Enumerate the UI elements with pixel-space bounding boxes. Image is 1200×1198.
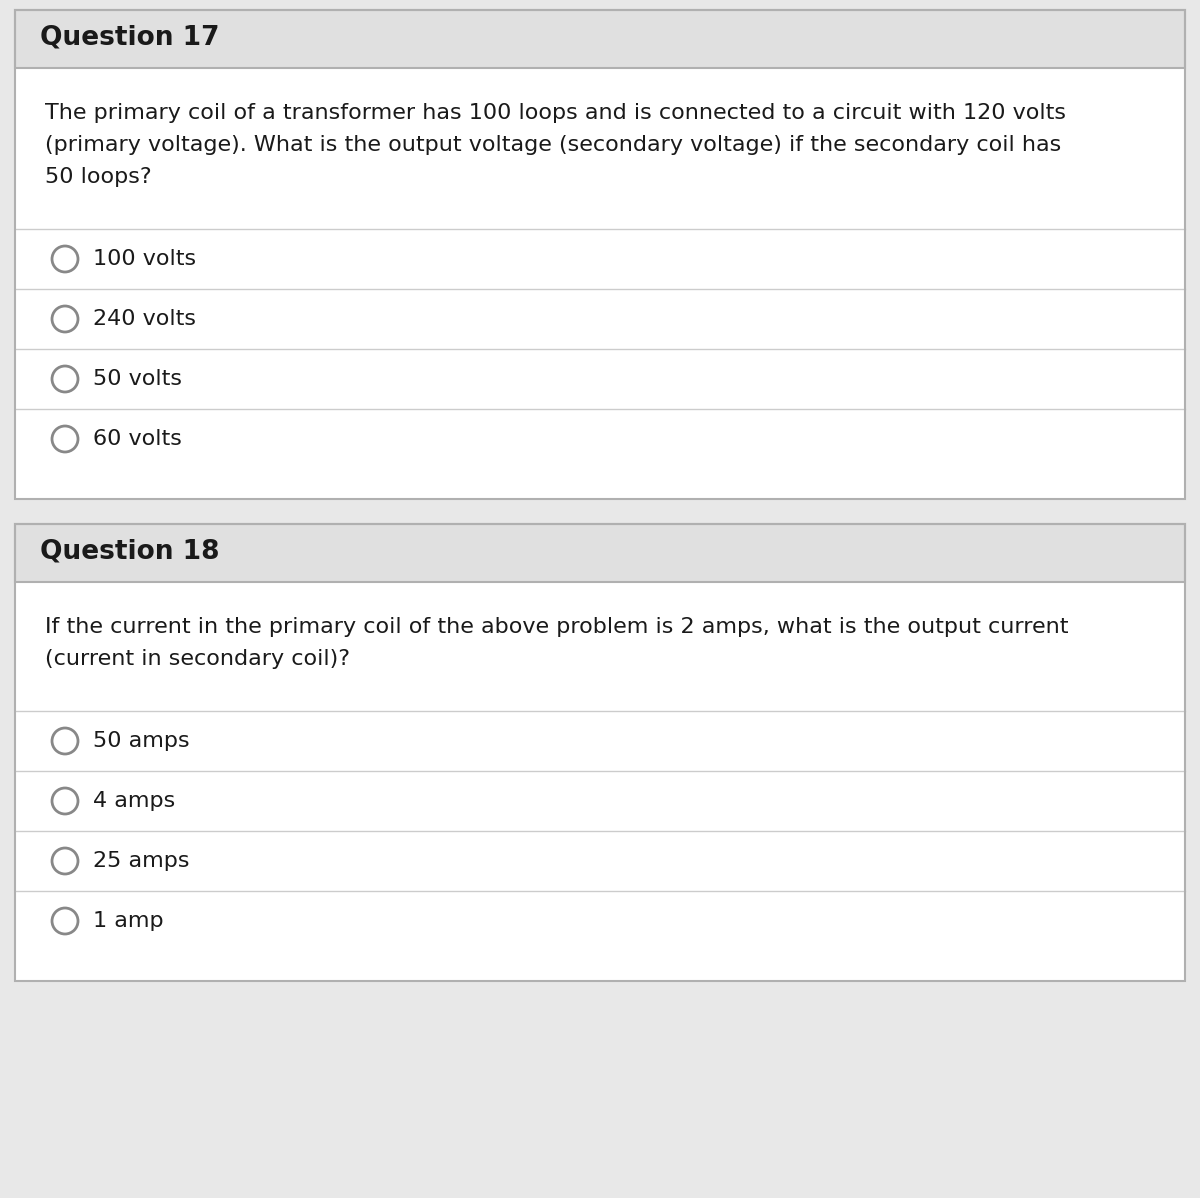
Text: (primary voltage). What is the output voltage (secondary voltage) if the seconda: (primary voltage). What is the output vo… xyxy=(46,135,1061,155)
Text: 60 volts: 60 volts xyxy=(94,429,182,449)
Text: (current in secondary coil)?: (current in secondary coil)? xyxy=(46,649,350,668)
Text: The primary coil of a transformer has 100 loops and is connected to a circuit wi: The primary coil of a transformer has 10… xyxy=(46,103,1066,123)
Text: 100 volts: 100 volts xyxy=(94,249,196,270)
Bar xyxy=(14,10,1186,500)
Text: 50 amps: 50 amps xyxy=(94,731,190,751)
Bar xyxy=(14,68,1186,500)
Bar xyxy=(14,582,1186,981)
Text: Question 17: Question 17 xyxy=(40,24,220,50)
Text: 240 volts: 240 volts xyxy=(94,309,196,329)
Text: 1 amp: 1 amp xyxy=(94,910,163,931)
Text: 50 loops?: 50 loops? xyxy=(46,167,151,187)
Text: If the current in the primary coil of the above problem is 2 amps, what is the o: If the current in the primary coil of th… xyxy=(46,617,1068,637)
Text: Question 18: Question 18 xyxy=(40,538,220,564)
Bar xyxy=(14,10,1186,68)
Text: 4 amps: 4 amps xyxy=(94,791,175,811)
Bar xyxy=(14,524,1186,582)
Text: 25 amps: 25 amps xyxy=(94,851,190,871)
Text: 50 volts: 50 volts xyxy=(94,369,182,389)
Bar xyxy=(14,524,1186,981)
